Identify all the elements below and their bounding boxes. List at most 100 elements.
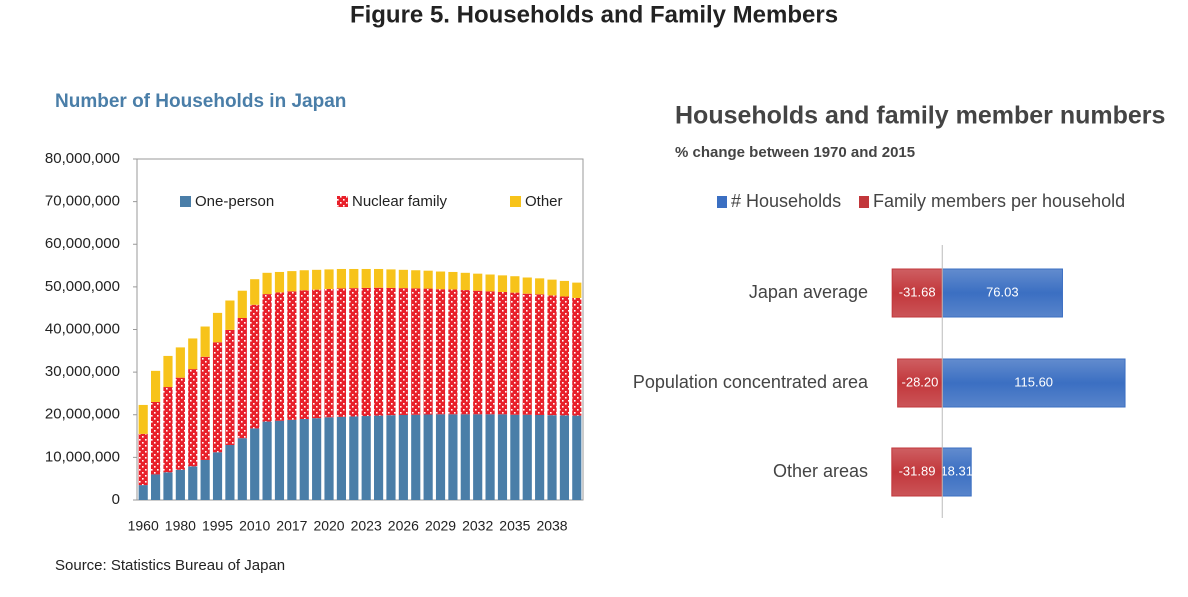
bar-segment [435,271,446,290]
bar-segment [274,271,285,293]
bar-segment [299,270,309,291]
bar-segment [250,428,260,500]
bar-segment [435,414,446,500]
bar-segment [250,304,260,429]
value-label: -31.68 [899,284,936,299]
legend-label: Other [525,193,563,210]
legend-swatch [337,196,348,207]
bar-segment [535,278,545,295]
bar-segment [510,292,520,415]
bar-segment [163,355,173,388]
bar-segment [175,347,185,378]
bar-segment [150,474,161,500]
bar-segment [188,369,198,467]
legend-swatch [510,196,521,207]
bar [897,358,943,408]
x-tick-label: 2032 [462,518,493,534]
bar-segment [535,414,545,500]
bar-segment [386,269,396,288]
bar-segment [572,415,582,500]
y-tick-label: 60,000,000 [45,235,120,252]
bar-segment [361,268,371,288]
bar-segment [373,415,384,500]
x-tick-label: 2029 [425,518,456,534]
bar-segment [336,416,347,500]
value-label: 76.03 [986,284,1019,299]
bar-segment [324,417,334,500]
x-tick-label: 1980 [165,518,196,534]
legend-swatch [180,196,191,207]
bar-segment [460,414,470,500]
bar-segment [175,377,185,470]
bar-segment [547,279,557,296]
bar-segment [423,414,433,500]
bar-segment [510,414,520,500]
bar-segment [423,270,433,289]
bar-segment [274,292,285,421]
value-label: -31.89 [899,463,936,478]
bar-segment [200,326,210,357]
bar-segment [188,466,198,500]
bar-segment [299,419,309,500]
bar-segment [150,370,161,402]
legend-label: Family members per household [873,191,1125,211]
bar-segment [287,419,297,500]
bar-segment [188,338,198,370]
y-tick-label: 10,000,000 [45,448,120,465]
bar-segment [237,290,247,318]
bar-segment [138,485,148,500]
bar [891,447,943,497]
x-tick-label: 2038 [536,518,567,534]
bar-segment [398,269,408,289]
bar-segment [510,276,520,293]
bar-segment [324,289,334,418]
category-label: Japan average [749,282,868,302]
y-tick-label: 0 [112,491,120,508]
bar-segment [522,414,532,500]
bar-segment [373,287,384,416]
bar-segment [473,273,483,291]
bar-segment [274,420,285,500]
bar-segment [349,268,359,289]
bar-segment [535,294,545,415]
bar-segment [262,272,272,295]
bar-segment [225,329,235,446]
bar-segment [324,269,334,290]
bar-segment [411,270,421,289]
bar-segment [287,271,297,292]
y-tick-label: 80,000,000 [45,150,120,167]
bar-segment [435,289,446,415]
y-tick-label: 50,000,000 [45,278,120,295]
bar-segment [411,288,421,415]
bar-segment [163,387,173,473]
bar-segment [460,290,470,415]
legend-label: Nuclear family [352,193,448,210]
bar-segment [225,445,235,500]
x-tick-label: 1995 [202,518,233,534]
y-tick-label: 70,000,000 [45,193,120,210]
bar-segment [497,414,508,500]
bar-segment [411,414,421,500]
bar-segment [572,282,582,298]
y-tick-label: 30,000,000 [45,363,120,380]
right-chart-subtitle: % change between 1970 and 2015 [675,144,915,161]
bar-segment [312,269,322,290]
bar-segment [448,271,458,290]
bar-segment [448,289,458,415]
bar-segment [485,274,495,292]
bar-segment [349,416,359,500]
bar-segment [386,287,396,416]
bar-segment [200,356,210,460]
bar-segment [448,414,458,500]
bar-segment [497,291,508,415]
bar-segment [485,414,495,500]
bar-segment [150,401,161,475]
bar-segment [559,296,570,416]
bar-segment [522,293,532,415]
bar [941,358,1126,408]
legend-swatch [717,196,727,208]
bar-segment [361,416,371,500]
bar-segment [312,289,322,419]
value-label: 18.31 [940,463,973,478]
bar [941,447,972,497]
